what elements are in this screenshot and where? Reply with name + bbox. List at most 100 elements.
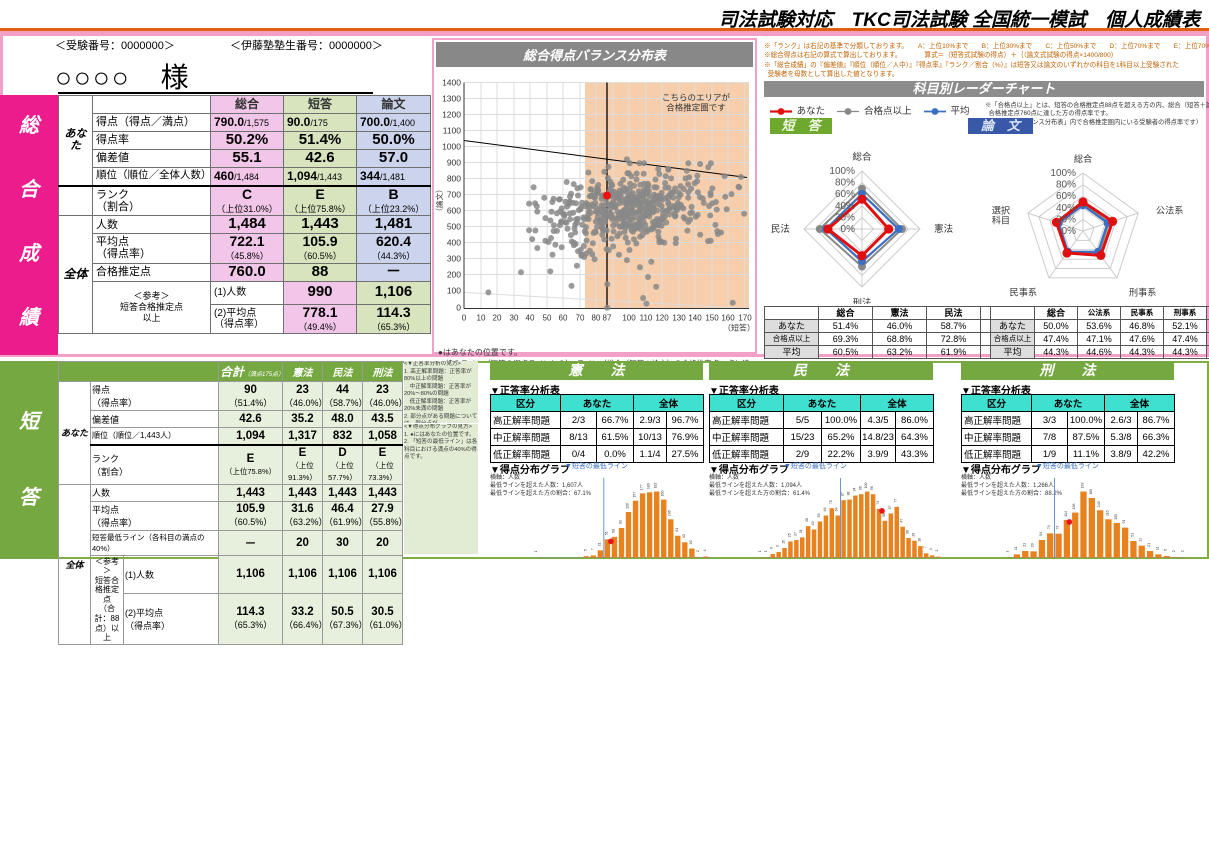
svg-text:2: 2 <box>696 550 700 552</box>
svg-text:15: 15 <box>782 540 786 544</box>
svg-text:50: 50 <box>543 314 552 323</box>
svg-text:61: 61 <box>675 528 679 532</box>
svg-text:30: 30 <box>906 530 910 534</box>
svg-text:74: 74 <box>1047 525 1051 529</box>
svg-text:126: 126 <box>626 503 630 509</box>
svg-text:総合: 総合 <box>852 151 872 163</box>
svg-text:民事系: 民事系 <box>1010 287 1038 298</box>
svg-text:7: 7 <box>590 548 594 550</box>
svg-text:37: 37 <box>1139 538 1143 542</box>
svg-text:公法系: 公法系 <box>1156 205 1184 216</box>
svg-text:180: 180 <box>647 483 651 489</box>
svg-text:110: 110 <box>640 314 653 323</box>
svg-text:5: 5 <box>583 549 587 551</box>
svg-text:500: 500 <box>447 222 461 232</box>
svg-text:0: 0 <box>456 303 461 313</box>
svg-text:73: 73 <box>1056 526 1060 530</box>
svg-text:1400: 1400 <box>442 78 461 88</box>
svg-text:1: 1 <box>758 550 762 552</box>
svg-text:130: 130 <box>672 314 686 323</box>
svg-text:160: 160 <box>661 490 665 496</box>
svg-text:87: 87 <box>841 492 845 496</box>
svg-text:21: 21 <box>1147 543 1151 547</box>
svg-text:100%: 100% <box>1050 168 1076 179</box>
svg-text:4: 4 <box>929 548 933 550</box>
svg-text:31: 31 <box>799 529 803 533</box>
svg-text:1: 1 <box>1006 551 1010 553</box>
svg-text:0%: 0% <box>1062 226 1077 237</box>
svg-text:51: 51 <box>604 531 608 535</box>
svg-text:58: 58 <box>611 529 615 533</box>
svg-text:80%: 80% <box>1056 180 1076 191</box>
svg-text:94: 94 <box>852 487 856 491</box>
svg-text:900: 900 <box>447 158 461 168</box>
svg-text:（論文）: （論文） <box>434 186 444 216</box>
svg-text:800: 800 <box>447 174 461 184</box>
svg-text:100: 100 <box>447 286 461 296</box>
svg-text:25: 25 <box>787 533 791 537</box>
svg-text:1300: 1300 <box>442 94 461 104</box>
svg-text:2: 2 <box>935 550 939 552</box>
svg-text:116: 116 <box>1105 510 1109 516</box>
svg-text:700: 700 <box>447 190 461 200</box>
svg-text:43: 43 <box>811 521 815 525</box>
svg-text:6: 6 <box>1164 549 1168 551</box>
svg-text:180: 180 <box>1089 489 1093 495</box>
svg-text:憲法: 憲法 <box>934 223 953 235</box>
svg-text:106: 106 <box>668 510 672 516</box>
svg-text:182: 182 <box>654 482 658 488</box>
svg-text:199: 199 <box>1081 482 1085 488</box>
svg-text:（短答）: （短答） <box>723 323 755 333</box>
svg-text:70: 70 <box>576 314 585 323</box>
svg-text:88: 88 <box>847 491 851 495</box>
svg-text:40: 40 <box>526 314 535 323</box>
svg-text:114: 114 <box>1064 511 1068 517</box>
svg-text:74: 74 <box>876 501 880 505</box>
svg-text:200: 200 <box>447 270 461 280</box>
svg-text:55: 55 <box>817 513 821 517</box>
svg-text:1: 1 <box>534 551 538 553</box>
svg-text:11: 11 <box>1155 546 1159 550</box>
svg-text:合格推定圏です: 合格推定圏です <box>666 103 726 113</box>
svg-text:20: 20 <box>1031 543 1035 547</box>
svg-text:1100: 1100 <box>443 126 462 136</box>
svg-text:91: 91 <box>1122 520 1126 524</box>
svg-text:21: 21 <box>597 542 601 546</box>
svg-text:11: 11 <box>1014 546 1018 550</box>
svg-text:100: 100 <box>622 314 636 323</box>
svg-text:1: 1 <box>764 550 768 552</box>
svg-text:80: 80 <box>592 314 601 323</box>
svg-text:80%: 80% <box>835 178 855 189</box>
svg-text:9: 9 <box>776 545 780 547</box>
svg-text:96: 96 <box>858 486 862 490</box>
svg-text:60: 60 <box>559 314 568 323</box>
svg-text:科目: 科目 <box>992 215 1010 226</box>
svg-text:47: 47 <box>900 519 904 523</box>
svg-text:48: 48 <box>805 518 809 522</box>
svg-text:150: 150 <box>705 314 719 323</box>
svg-text:140: 140 <box>688 314 702 323</box>
svg-text:43: 43 <box>682 534 686 538</box>
svg-text:26: 26 <box>911 533 915 537</box>
svg-text:7: 7 <box>923 546 927 548</box>
svg-text:刑事系: 刑事系 <box>1129 287 1157 298</box>
svg-text:1000: 1000 <box>442 142 461 152</box>
svg-text:87: 87 <box>603 314 612 323</box>
svg-text:総合: 総合 <box>1074 153 1092 164</box>
svg-text:0%: 0% <box>841 224 856 235</box>
svg-text:143: 143 <box>1097 501 1101 507</box>
svg-text:こちらのエリアが: こちらのエリアが <box>662 93 731 103</box>
svg-text:300: 300 <box>447 254 461 264</box>
svg-text:120: 120 <box>655 314 669 323</box>
svg-text:100: 100 <box>864 482 868 488</box>
svg-text:170: 170 <box>738 314 752 323</box>
svg-text:600: 600 <box>447 206 461 216</box>
svg-text:30: 30 <box>510 314 519 323</box>
svg-text:20: 20 <box>493 314 502 323</box>
svg-text:21: 21 <box>1022 543 1026 547</box>
svg-text:2: 2 <box>1172 550 1176 552</box>
svg-text:40%: 40% <box>1056 203 1076 214</box>
svg-text:400: 400 <box>447 238 461 248</box>
svg-text:0: 0 <box>462 314 467 323</box>
svg-text:51: 51 <box>1130 533 1134 537</box>
